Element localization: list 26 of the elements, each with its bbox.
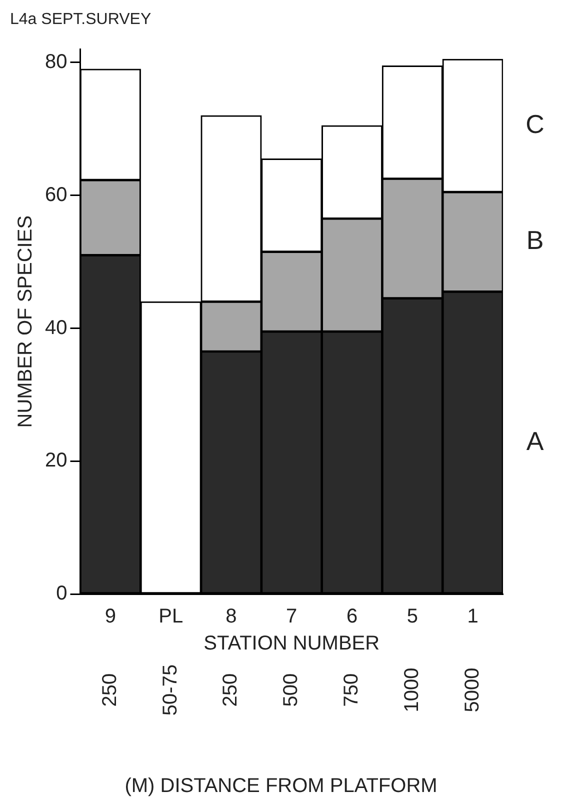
y-axis-title: NUMBER OF SPECIES <box>14 215 37 428</box>
text: (M) DISTANCE FROM PLATFORM <box>124 775 438 797</box>
x-tick-label: 1 <box>467 606 478 628</box>
text: 250 <box>98 673 121 707</box>
text: 5000 <box>461 668 484 712</box>
x-tick-label: 8 <box>226 606 237 628</box>
x-tick-label: PL <box>158 606 184 628</box>
x-tick-label: 5 <box>406 606 418 628</box>
text: 750 <box>340 673 363 707</box>
y-tick-label: 80 <box>44 51 68 74</box>
text: 1000 <box>400 668 423 712</box>
y-tick-label: 60 <box>44 184 68 206</box>
x-tick-label: 6 <box>346 606 358 628</box>
x-tick-label: 7 <box>286 606 298 628</box>
x-tick-label: 9 <box>104 606 116 628</box>
text: 250 <box>220 673 242 707</box>
series-label: A <box>526 426 544 456</box>
y-tick-label: 20 <box>44 450 68 472</box>
x-axis-title: STATION NUMBER <box>204 632 380 655</box>
series-label: C <box>526 108 544 139</box>
chart-title: L4a SEPT.SURVEY <box>10 11 152 28</box>
y-tick-label: 40 <box>44 316 68 339</box>
text: 500 <box>280 673 302 707</box>
series-label: B <box>526 225 544 256</box>
y-tick-label: 0 <box>56 582 68 605</box>
text: 50-75 <box>159 664 182 716</box>
